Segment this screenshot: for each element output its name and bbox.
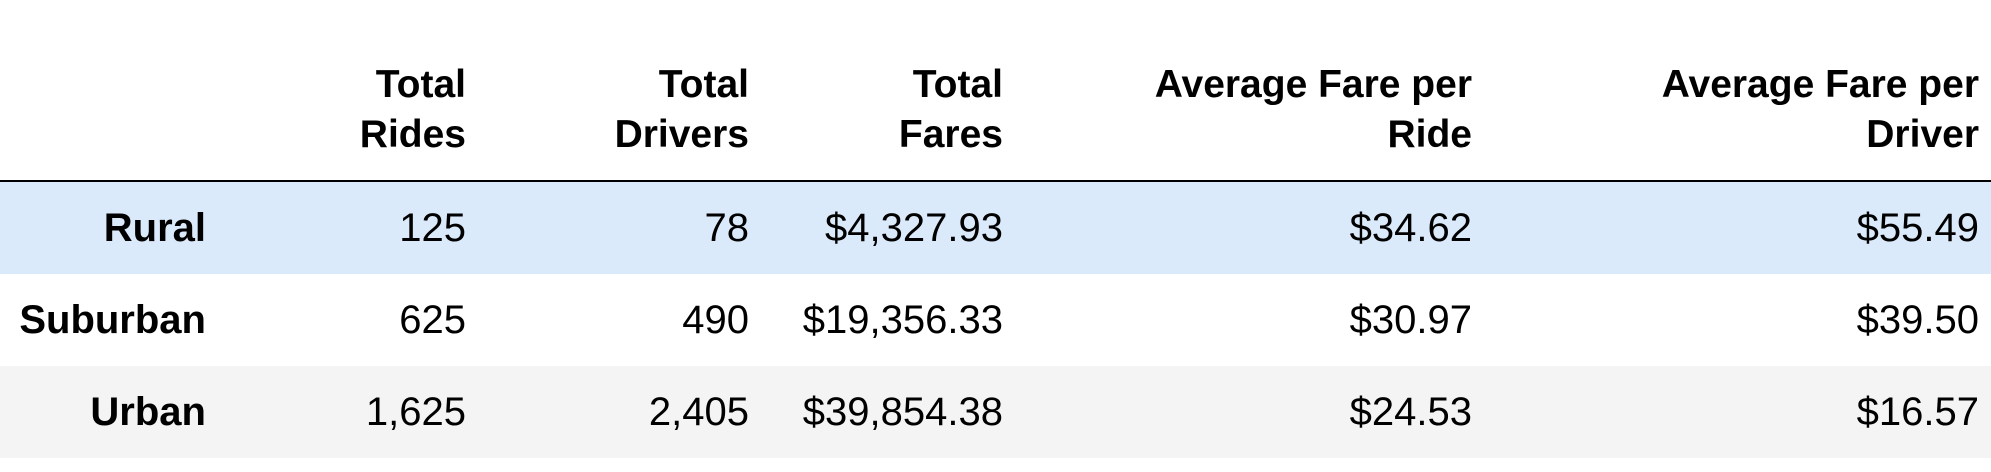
cell-total-rides: 125 [399,206,466,250]
summary-table: Total Rides Total Drivers Total Fares Av… [0,52,1991,458]
header-row: Total Rides Total Drivers Total Fares Av… [0,52,1991,182]
row-label-rural: Rural [103,206,206,250]
table-header: Total Rides Total Drivers Total Fares Av… [0,52,1991,182]
cell-total-drivers: 490 [682,298,749,342]
cell-average-fare-per-driver: $39.50 [1856,298,1979,342]
index-header [0,52,224,182]
column-header-total-drivers: Total Drivers [478,52,761,182]
column-header-average-fare-per-ride: Average Fare per Ride [1015,52,1484,182]
cell-total-fares: $39,854.38 [802,390,1003,434]
table-row: Urban 1,625 2,405 $39,854.38 $24.53 $16.… [0,366,1991,458]
cell-average-fare-per-ride: $30.97 [1349,298,1472,342]
column-header-total-rides: Total Rides [224,52,478,182]
cell-average-fare-per-ride: $34.62 [1349,206,1472,250]
cell-average-fare-per-driver: $16.57 [1856,390,1979,434]
cell-total-rides: 625 [399,298,466,342]
table-row: Rural 125 78 $4,327.93 $34.62 $55.49 [0,181,1991,274]
cell-total-fares: $4,327.93 [825,206,1003,250]
row-label-urban: Urban [90,390,206,434]
cell-average-fare-per-driver: $55.49 [1856,206,1979,250]
column-header-total-fares: Total Fares [761,52,1015,182]
cell-total-drivers: 78 [704,206,750,250]
cell-total-drivers: 2,405 [648,390,749,434]
table-row: Suburban 625 490 $19,356.33 $30.97 $39.5… [0,274,1991,366]
cell-average-fare-per-ride: $24.53 [1349,390,1472,434]
table-body: Rural 125 78 $4,327.93 $34.62 $55.49 Sub… [0,181,1991,458]
column-header-average-fare-per-driver: Average Fare per Driver [1484,52,1991,182]
row-label-suburban: Suburban [19,298,206,342]
cell-total-fares: $19,356.33 [802,298,1003,342]
cell-total-rides: 1,625 [365,390,466,434]
